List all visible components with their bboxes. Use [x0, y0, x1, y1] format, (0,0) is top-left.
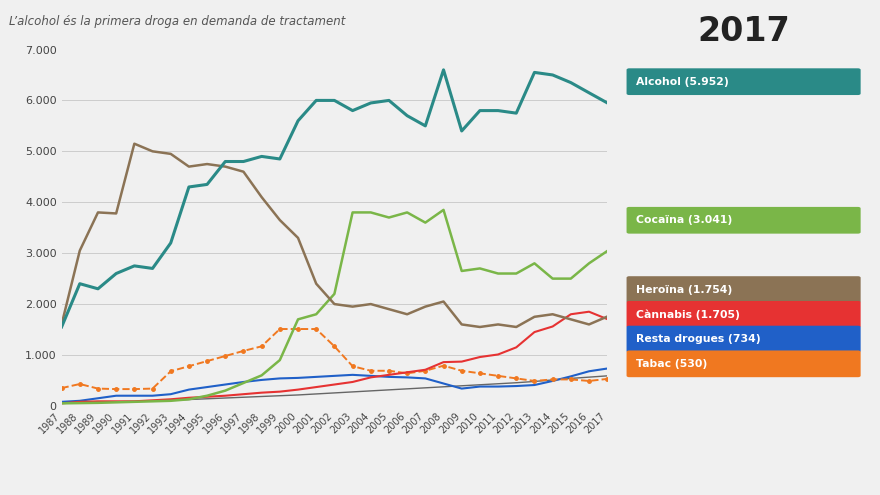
- Text: Alcohol (5.952): Alcohol (5.952): [636, 77, 729, 87]
- Text: Cànnabis (1.705): Cànnabis (1.705): [636, 309, 740, 320]
- Text: Heroïna (1.754): Heroïna (1.754): [636, 285, 732, 295]
- Text: 2017: 2017: [697, 15, 790, 48]
- Text: Resta drogues (734): Resta drogues (734): [636, 334, 761, 344]
- Text: Tabac (530): Tabac (530): [636, 359, 708, 369]
- Text: Cocaïna (3.041): Cocaïna (3.041): [636, 215, 732, 225]
- Text: L’alcohol és la primera droga en demanda de tractament: L’alcohol és la primera droga en demanda…: [9, 15, 345, 28]
